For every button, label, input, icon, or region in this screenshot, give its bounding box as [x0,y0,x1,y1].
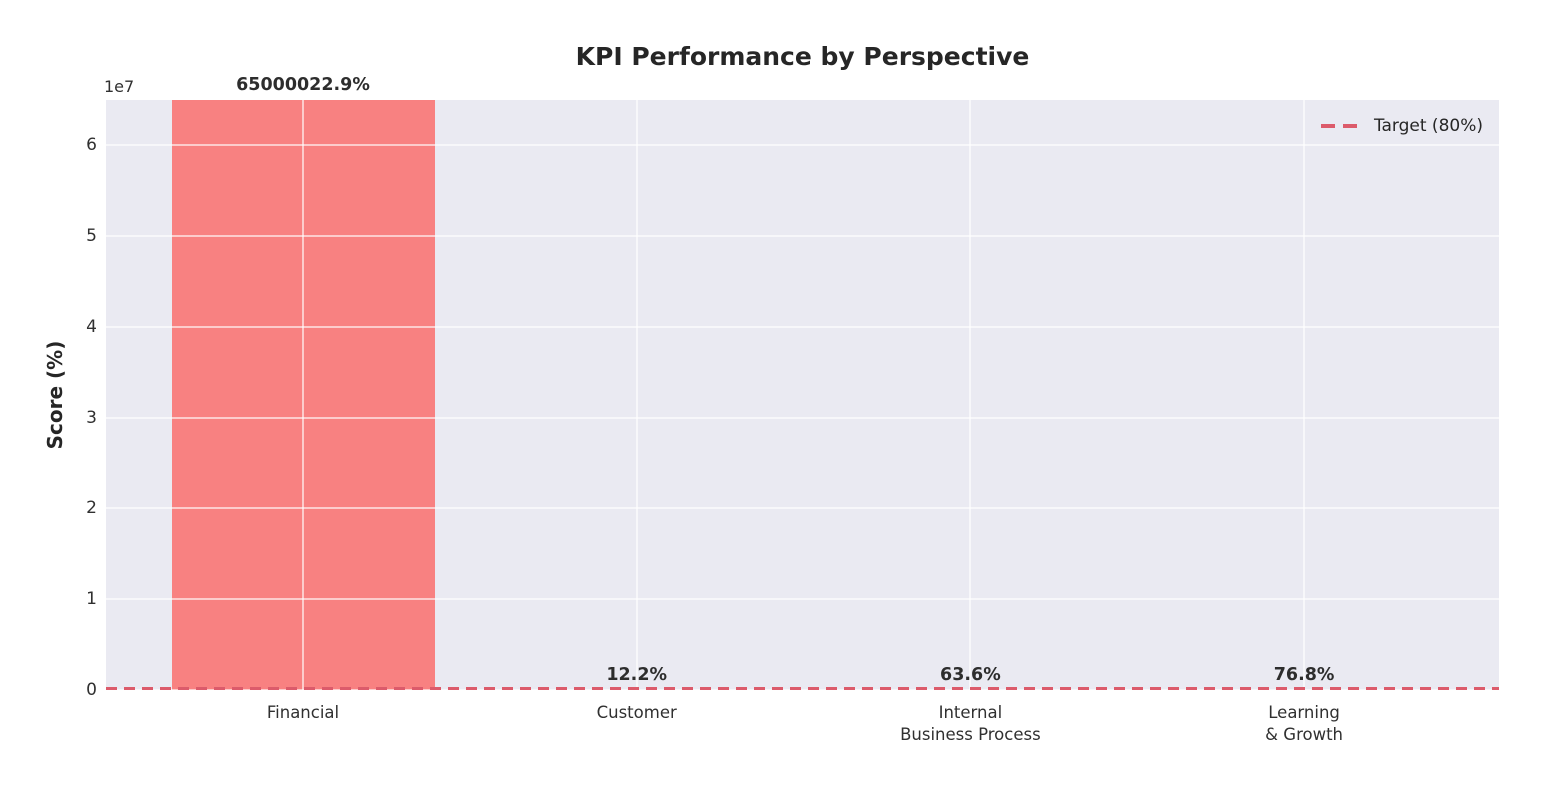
y-tick-label-4: 4 [86,316,97,337]
gridline-horizontal [106,507,1499,510]
y-tick-label-2: 2 [86,498,97,519]
y-axis-offset-label: 1e7 [104,77,135,96]
gridline-horizontal [106,689,1499,691]
y-tick-label-0: 0 [86,680,97,700]
x-tick-label-3: Learning & Growth [1265,703,1344,744]
bar-value-label-2: 63.6% [940,665,1001,685]
target-line [106,687,1499,690]
gridline-horizontal [106,598,1499,601]
x-tick-label-1: Customer [596,703,677,722]
y-tick-label-6: 6 [86,135,97,156]
gridline-vertical [302,100,304,690]
gridline-horizontal [106,144,1499,147]
bar-value-label-3: 76.8% [1273,665,1335,685]
y-tick-label-3: 3 [86,407,97,428]
gridline-vertical [1303,100,1306,690]
gridline-horizontal [106,325,1499,328]
gridline-vertical [635,100,638,690]
legend-label: Target (80%) [1373,116,1483,136]
y-tick-label-5: 5 [86,226,97,247]
bar-value-label-1: 12.2% [606,665,668,685]
chart-title: KPI Performance by Perspective [575,42,1030,71]
gridline-vertical [969,100,972,690]
y-tick-label-1: 1 [86,589,97,610]
x-tick-label-2: Internal Business Process [900,703,1041,744]
x-tick-label-0: Financial [266,703,340,722]
gridline-horizontal [106,416,1499,419]
y-axis-title: Score (%) [43,340,67,450]
bar-value-label-0: 65000022.9% [236,75,370,95]
plot-area: Target (80%) 65000022.9% 12.2% 63.6% 76.8% [106,75,1499,691]
legend: Target (80%) [1320,112,1483,140]
target-line-legend-swatch [1320,124,1357,128]
gridline-horizontal [106,235,1499,238]
